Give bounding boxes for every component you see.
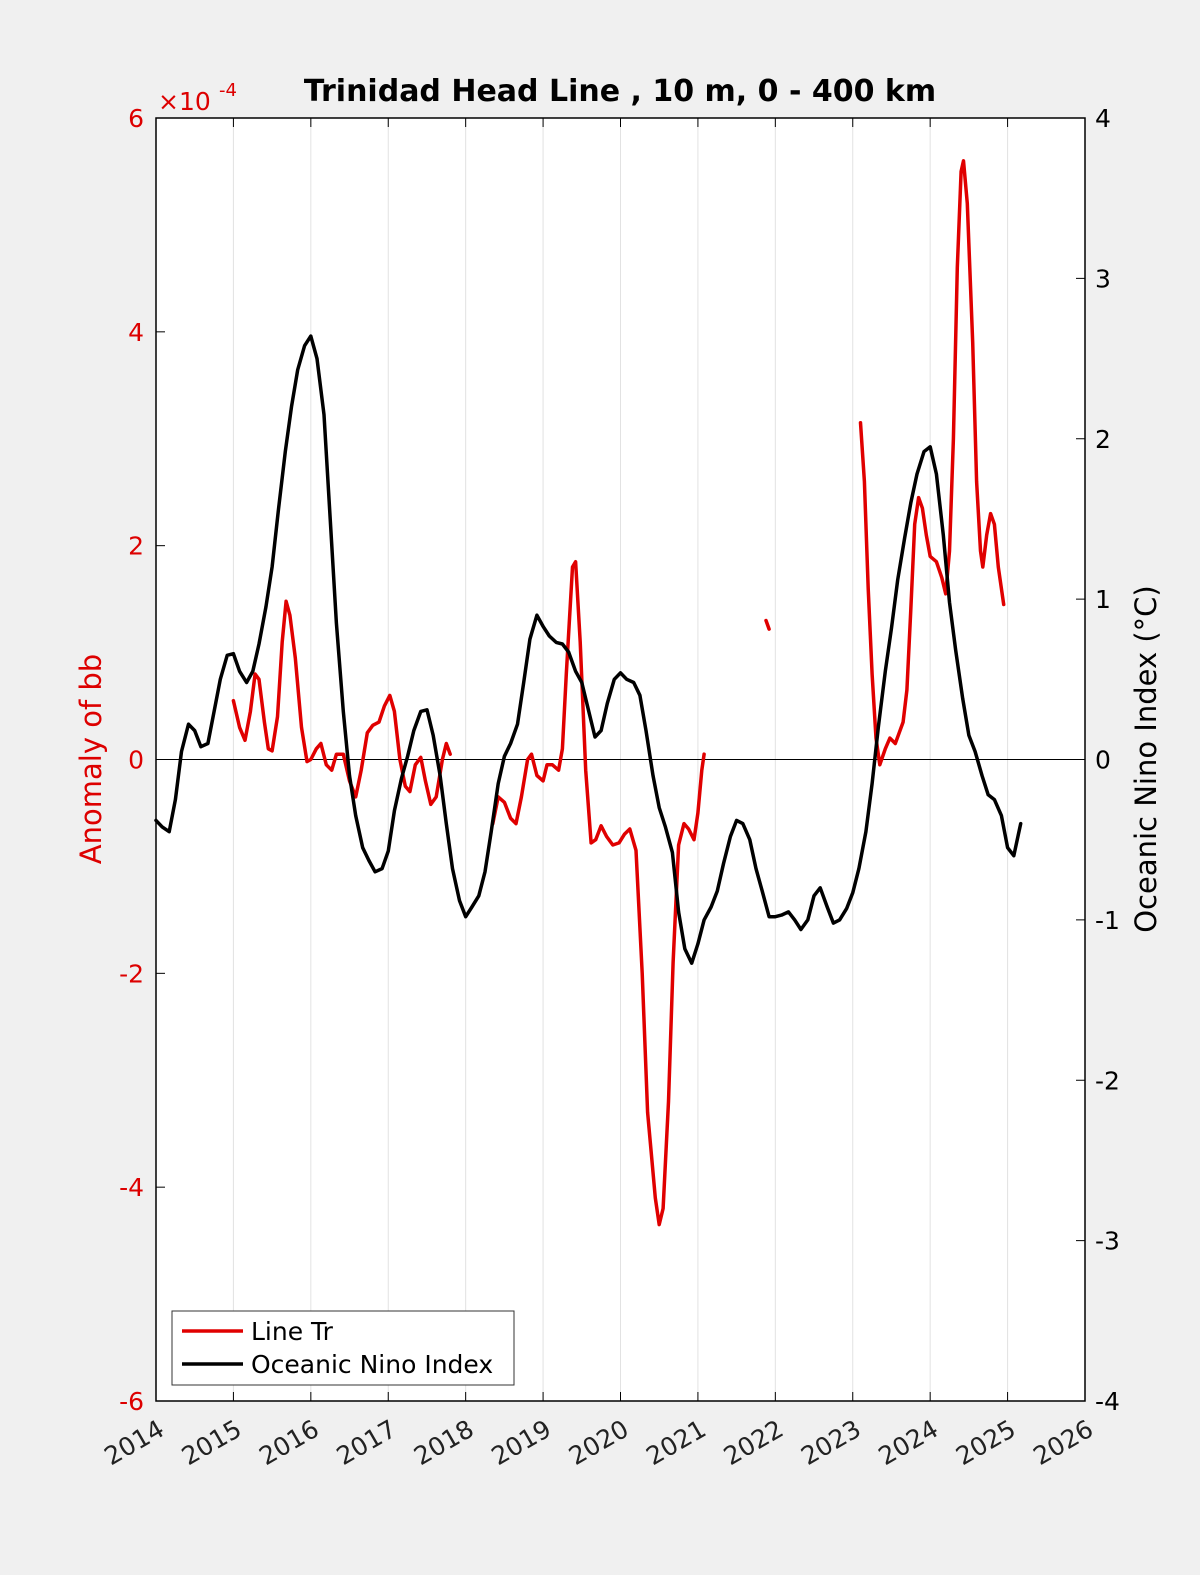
right-axis-label: Oceanic Nino Index (°C): [1129, 585, 1163, 933]
series-line-segment: [154, 334, 1023, 965]
y-right-tick-label: 1: [1095, 585, 1111, 614]
y-right-tick-label: 3: [1095, 264, 1111, 293]
left-axis-label: Anomaly of bb: [74, 654, 108, 864]
x-tick-label: 2022: [719, 1414, 789, 1471]
legend-label-oni: Oceanic Nino Index: [251, 1350, 493, 1379]
left-axis-exponent-power: -4: [219, 80, 237, 101]
x-tick-label: 2025: [951, 1414, 1021, 1471]
series-line-segment: [858, 159, 1006, 767]
legend-box: [171, 1310, 515, 1386]
x-tick-label: 2015: [177, 1414, 247, 1471]
y-right-tick-label: -3: [1095, 1227, 1120, 1256]
legend: Line Tr Oceanic Nino Index: [171, 1310, 515, 1386]
y-left-tick-label: 4: [128, 318, 144, 347]
y-right-tick-label: 0: [1095, 746, 1111, 775]
x-tick-label: 2023: [796, 1414, 866, 1471]
y-left-tick-label: -6: [119, 1387, 144, 1416]
x-tick-label: 2021: [641, 1414, 711, 1471]
x-tick-label: 2018: [409, 1414, 479, 1471]
series-line-segment: [231, 599, 452, 807]
y-right-tick-label: -2: [1095, 1066, 1120, 1095]
y-left-tick-label: 0: [128, 746, 144, 775]
x-tick-label: 2020: [564, 1414, 634, 1471]
y-left-tick-label: 2: [128, 532, 144, 561]
left-axis-exponent-base: ×10: [158, 87, 211, 116]
legend-label-line-tr: Line Tr: [251, 1317, 334, 1346]
y-left-tick-label: 6: [128, 104, 144, 133]
y-right-tick-label: 4: [1095, 104, 1111, 133]
series-line-segment: [491, 559, 706, 1227]
y-left-tick-label: -4: [119, 1173, 144, 1202]
series-oceanic-nino-index: [154, 334, 1023, 965]
y-right-tick-label: -1: [1095, 906, 1120, 935]
x-tick-label: 2019: [486, 1414, 556, 1471]
series-line-tr: [231, 159, 1006, 1227]
series-layer: [154, 159, 1023, 1227]
y-left-tick-label: -2: [119, 959, 144, 988]
x-tick-label: 2014: [99, 1414, 169, 1471]
x-tick-label: 2016: [254, 1414, 324, 1471]
chart-title: Trinidad Head Line , 10 m, 0 - 400 km: [304, 74, 936, 109]
series-line-segment: [764, 618, 771, 631]
x-tick-label: 2024: [874, 1414, 944, 1471]
x-tick-label: 2017: [332, 1414, 402, 1471]
x-tick-label: 2026: [1028, 1414, 1098, 1471]
y-right-tick-label: -4: [1095, 1387, 1120, 1416]
y-right-tick-label: 2: [1095, 425, 1111, 454]
